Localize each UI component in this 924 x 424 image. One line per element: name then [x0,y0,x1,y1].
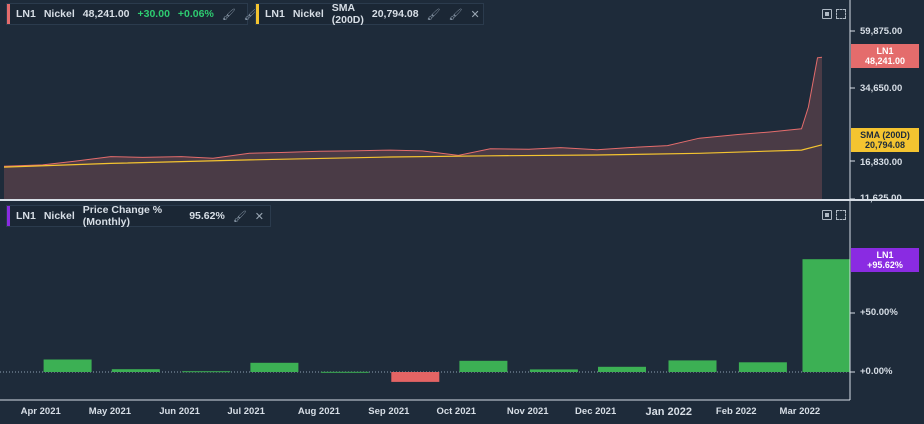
bottom-pane-controls [822,210,846,220]
bar [43,359,92,372]
legend-name: Nickel [43,210,75,222]
brush-fill-icon[interactable]: 🖌 [243,8,258,21]
pct-axis-label: +50.00% [860,307,898,318]
bar [738,362,787,372]
legend-symbol: LN1 [265,8,285,20]
bar [459,360,508,372]
price-line [3,56,823,167]
legend-name: Nickel [292,8,324,20]
legend-indicator: SMA (200D) [331,2,364,26]
bar [668,360,717,372]
sma-tag-value: 20,794.08 [864,140,906,150]
bar [802,259,851,372]
bar [182,371,231,373]
brush-icon[interactable]: 🖌 [426,8,441,21]
bar [598,366,646,372]
time-axis-label: Apr 2021 [20,406,61,417]
price-tag-value: 48,241.00 [864,56,906,66]
legend-name: Nickel [43,8,75,20]
time-axis-label: May 2021 [88,406,132,417]
legend-value: 48,241.00 [82,8,130,20]
bar [391,372,440,382]
bar [111,369,160,372]
time-axis-label: Oct 2021 [436,406,477,417]
pct-tag-value: +95.62% [867,260,903,270]
close-icon[interactable]: ✕ [254,210,264,223]
time-axis-label: Jul 2021 [227,406,265,417]
pct-axis-label: +0.00% [860,366,893,377]
price-axis-label: 16,830.00 [860,157,903,168]
legend-price-change[interactable]: LN1 Nickel Price Change % (Monthly) 95.6… [6,204,271,228]
legend-value: 95.62% [189,210,225,222]
maximize-pane-icon[interactable] [836,9,846,19]
price-chart-layer [3,56,823,199]
brush-fill-icon[interactable]: 🖌 [448,8,463,21]
price-tag-symbol: LN1 [876,46,894,56]
pane-divider[interactable] [0,199,924,201]
pct-tag-symbol: LN1 [876,250,894,260]
bar [529,369,578,372]
legend-accent [7,4,10,24]
bar [320,371,369,373]
sma-line [3,144,823,168]
legend-symbol: LN1 [16,210,36,222]
legend-price[interactable]: LN1 Nickel 48,241.00 +30.00 +0.06% 🖌 🖌 ✕ [6,3,275,25]
time-axis-label: Nov 2021 [506,406,549,417]
legend-change: +30.00 [137,8,170,20]
time-axis-label: Jan 2022 [645,406,692,418]
price-axis-label: 59,875.00 [860,26,903,37]
price-axis-label: 11,625.00 [860,193,902,204]
time-axis-label: Mar 2022 [779,406,821,417]
sma-price-tag: SMA (200D) 20,794.08 [851,128,919,152]
legend-change-pct: +0.06% [177,8,214,20]
brush-icon[interactable]: 🖌 [221,8,236,21]
close-icon[interactable]: ✕ [470,8,480,21]
pct-change-tag: LN1 +95.62% [851,248,919,272]
legend-value: 20,794.08 [371,8,419,20]
collapse-pane-icon[interactable] [822,210,832,220]
time-axis-label: Aug 2021 [297,406,341,417]
price-area [4,57,822,199]
top-pane-controls [822,9,846,19]
maximize-pane-icon[interactable] [836,210,846,220]
time-axis-label: Dec 2021 [575,406,617,417]
legend-symbol: LN1 [16,8,36,20]
time-axis-label: Feb 2022 [715,406,757,417]
legend-sma[interactable]: LN1 Nickel SMA (200D) 20,794.08 🖌 🖌 ✕ [255,2,484,26]
last-price-tag: LN1 48,241.00 [851,44,919,68]
bar-chart-layer [0,259,851,382]
sma-tag-label: SMA (200D) [860,130,910,140]
price-axis-label: 34,650.00 [860,83,903,94]
legend-accent [7,206,10,226]
legend-indicator: Price Change % (Monthly) [82,204,163,228]
time-axis-label: Jun 2021 [159,406,200,417]
bar [250,362,299,372]
time-axis-label: Sep 2021 [368,406,410,417]
collapse-pane-icon[interactable] [822,9,832,19]
brush-icon[interactable]: 🖌 [232,210,247,223]
legend-accent [256,4,259,24]
